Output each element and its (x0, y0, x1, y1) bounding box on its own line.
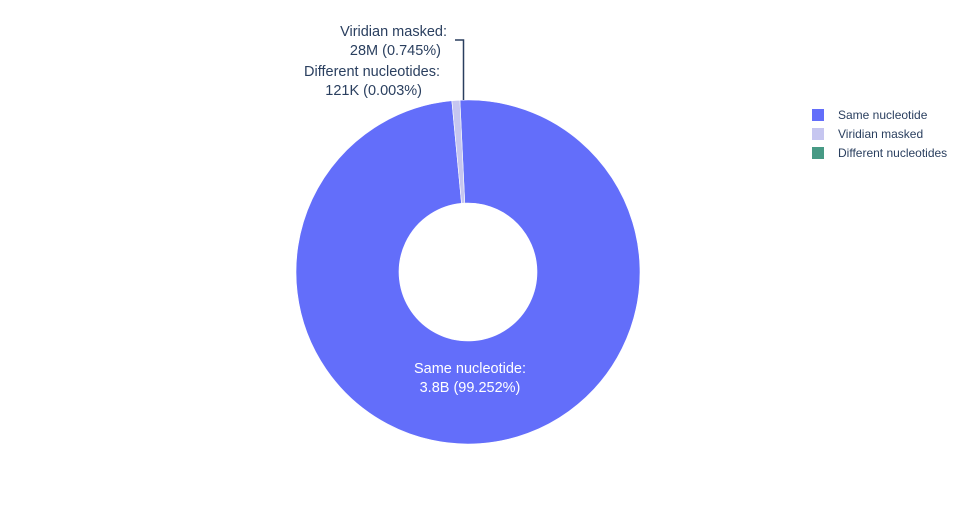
legend-swatch-viridian-masked (812, 128, 824, 140)
legend-label-same-nucleotide: Same nucleotide (838, 108, 928, 122)
slice-same-nucleotide[interactable] (295, 99, 641, 445)
slice-different-nucleotides[interactable] (459, 100, 465, 204)
legend-label-viridian-masked: Viridian masked (838, 127, 923, 141)
legend-item-different-nucleotides[interactable]: Different nucleotides (812, 146, 947, 160)
slice-value-same-nucleotide: 3.8B (99.252%) (420, 380, 521, 396)
slice-value-viridian-masked: 28M (0.745%) (350, 43, 441, 59)
labels-layer: Same nucleotide: 3.8B (99.252%) Viridian m… (304, 24, 526, 396)
slice-label-same-nucleotide: Same nucleotide: (414, 361, 526, 377)
slice-label-viridian-masked: Viridian masked: (340, 24, 447, 40)
slice-label-different-nucleotides: Different nucleotides: (304, 64, 440, 80)
legend: Same nucleotide Viridian masked Different … (812, 108, 947, 160)
slice-viridian-masked[interactable] (451, 99, 466, 204)
legend-swatch-same-nucleotide (812, 109, 824, 121)
slices-layer (295, 99, 641, 445)
legend-item-same-nucleotide[interactable]: Same nucleotide (812, 108, 928, 122)
legend-swatch-different-nucleotides (812, 147, 824, 159)
legend-item-viridian-masked[interactable]: Viridian masked (812, 127, 923, 141)
legend-label-different-nucleotides: Different nucleotides (838, 146, 947, 160)
slice-value-different-nucleotides: 121K (0.003%) (325, 83, 422, 99)
leader-line (455, 39, 465, 100)
